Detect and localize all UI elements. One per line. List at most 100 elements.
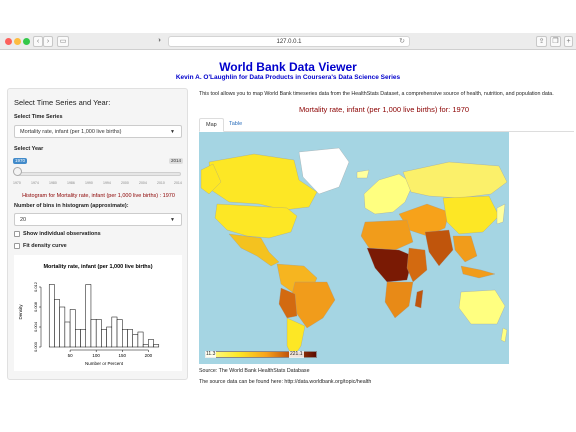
histogram-bar [132, 334, 139, 348]
caret-down-icon: ▼ [170, 217, 175, 223]
map-legend-max: 221.1 [289, 351, 304, 358]
histogram-bar [122, 329, 128, 348]
y-axis-label: Density [18, 304, 23, 320]
fit-density-label: Fit density curve [23, 243, 67, 249]
map-region-east-africa [406, 247, 428, 283]
histogram-bar [116, 319, 123, 348]
minimize-window-button[interactable] [14, 38, 21, 45]
histogram-bar [148, 339, 154, 348]
show-observations-checkbox[interactable] [14, 231, 20, 237]
chevron-right-icon: › [46, 38, 50, 45]
year-tick: 1974 [31, 181, 39, 185]
source-url-text: The source data can be found here: http:… [199, 379, 372, 385]
map-region-andes [278, 287, 298, 319]
histogram-bar [48, 284, 55, 348]
histogram-bar [101, 329, 107, 348]
map-region-southern-africa [384, 281, 414, 319]
map-region-china [442, 195, 500, 235]
map-region-mexico [228, 233, 280, 267]
year-tick: 1970 [13, 181, 21, 185]
map-region-madagascar [414, 289, 424, 309]
series-select[interactable]: Mortality rate, infant (per 1,000 live b… [14, 125, 182, 138]
show-observations-label: Show individual observations [23, 231, 101, 237]
histogram-bar [153, 344, 160, 348]
close-window-button[interactable] [5, 38, 12, 45]
histogram-bar [64, 321, 71, 348]
year-slider-track[interactable] [17, 172, 181, 176]
map-title: Mortality rate, infant (per 1,000 live b… [298, 105, 470, 114]
y-tick-label: 0.012 [33, 281, 38, 292]
back-button[interactable]: ‹ [33, 36, 43, 47]
map-region-indonesia [460, 265, 496, 279]
year-slider-max: 2014 [169, 158, 184, 164]
sidebar-toggle-button[interactable]: ▭ [57, 36, 69, 47]
series-label: Select Time Series [14, 114, 63, 120]
tab-table[interactable]: Table [229, 121, 243, 127]
chevron-left-icon: ‹ [36, 38, 40, 45]
privacy-report-button[interactable]: ◑ [154, 36, 164, 47]
sidebar-icon: ▭ [59, 38, 67, 45]
source-text: Source: The World Bank HealthStats Datab… [199, 368, 310, 374]
year-tick: 2010 [157, 181, 165, 185]
map-region-japan [496, 203, 506, 225]
show-tabs-button[interactable]: ❐ [550, 36, 561, 47]
map-region-greenland [298, 147, 350, 195]
tab-map[interactable]: Map [199, 118, 224, 132]
map-region-usa [214, 203, 298, 239]
histogram-bar [75, 329, 81, 348]
tool-description: This tool allows you to map World Bank t… [199, 91, 554, 97]
histogram-bar [90, 319, 97, 348]
year-label: Select Year [14, 146, 44, 152]
bins-label: Number of bins in histogram (approximate… [14, 203, 129, 209]
reload-icon[interactable]: ↻ [399, 38, 405, 45]
bins-select[interactable]: 20 ▼ [14, 213, 182, 226]
histogram-bar [106, 326, 113, 348]
map-region-india [424, 229, 454, 267]
sidebar-heading: Select Time Series and Year: [14, 98, 111, 107]
address-bar[interactable]: 127.0.0.1 ↻ [168, 36, 410, 47]
series-select-value: Mortality rate, infant (per 1,000 live b… [20, 129, 122, 135]
new-tab-button[interactable]: + [564, 36, 573, 47]
histogram-bar [59, 306, 66, 348]
histogram-caption: Histogram for Mortality rate, infant (pe… [22, 193, 175, 199]
histogram-bar [80, 329, 86, 348]
map-region-brazil [290, 281, 336, 329]
x-tick-label: 50 [68, 353, 74, 358]
histogram-bar [69, 309, 76, 348]
shield-icon: ◑ [156, 37, 162, 44]
y-tick-label: 0.008 [33, 301, 38, 312]
x-tick-label: 200 [145, 353, 153, 358]
page-subtitle: Kevin A. O'Laughlin for Data Products in… [175, 74, 401, 81]
year-tick: 2004 [139, 181, 147, 185]
histogram-title: Mortality rate, infant (per 1,000 live b… [43, 264, 153, 270]
view-tabs: Map Table [199, 118, 574, 132]
year-tick: 2000 [121, 181, 129, 185]
share-button[interactable]: ⇪ [536, 36, 547, 47]
year-tick: 1980 [49, 181, 57, 185]
zoom-window-button[interactable] [23, 38, 30, 45]
url-text: 127.0.0.1 [276, 39, 302, 45]
year-slider-handle[interactable] [13, 167, 22, 176]
fit-density-checkbox[interactable] [14, 243, 20, 249]
year-tick: 1986 [67, 181, 75, 185]
y-tick-label: 0.004 [33, 321, 38, 332]
year-tick: 1990 [85, 181, 93, 185]
histogram-bar [85, 284, 92, 348]
histogram-bar [137, 331, 144, 348]
forward-button[interactable]: › [43, 36, 53, 47]
map-region-europe [363, 173, 414, 215]
map-region-central-africa [366, 247, 414, 283]
tabs-icon: ❐ [552, 38, 559, 45]
histogram-bar [127, 329, 133, 348]
x-axis-label: Number or Percent [85, 361, 124, 366]
share-icon: ⇪ [538, 38, 545, 45]
sidebar-panel: Select Time Series and Year: Select Time… [7, 88, 188, 380]
histogram-plot: Mortality rate, infant (per 1,000 live b… [14, 255, 182, 371]
world-choropleth-map[interactable]: 11.3 221.1 [199, 132, 509, 364]
x-tick-label: 150 [119, 353, 127, 358]
year-slider-ticks: 1970 1974 1980 1986 1990 1994 2000 2004 … [13, 181, 183, 187]
map-legend-min: 11.3 [205, 351, 217, 358]
x-tick-label: 100 [92, 353, 100, 358]
histogram-bar [95, 319, 102, 348]
map-region-canada [208, 153, 318, 211]
